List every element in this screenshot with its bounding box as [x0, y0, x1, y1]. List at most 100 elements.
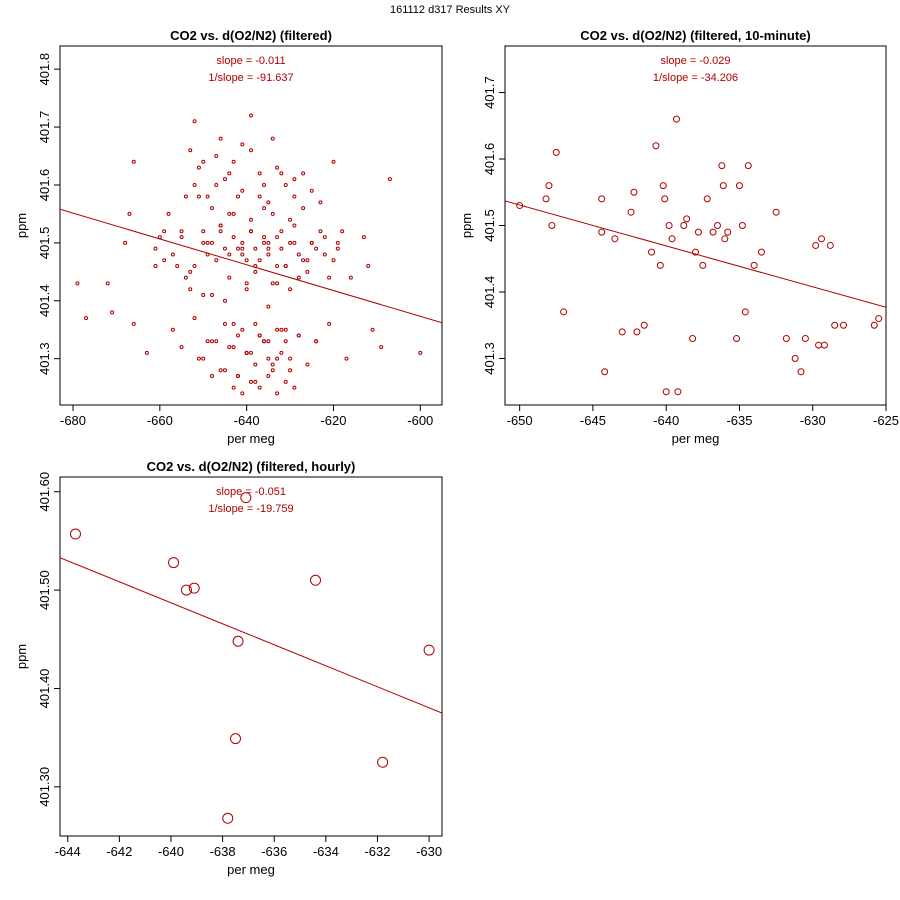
data-point [262, 182, 267, 187]
data-point [240, 188, 245, 193]
data-point [560, 308, 568, 316]
data-point [192, 182, 197, 187]
data-point [253, 379, 258, 384]
data-point [270, 362, 275, 367]
data-point [232, 635, 244, 647]
data-point [262, 206, 267, 211]
slope-annotation-filtered: slope = -0.011 [216, 55, 285, 67]
x-tick-label-filtered: -660 [147, 413, 173, 428]
data-point [257, 171, 262, 176]
data-point [331, 159, 336, 164]
data-point [244, 350, 249, 355]
data-point [680, 222, 688, 229]
data-point [240, 240, 245, 245]
y-tick-label-hourly: 401.30 [37, 767, 52, 807]
data-point [110, 310, 115, 315]
data-point [870, 321, 878, 329]
data-point [301, 206, 306, 211]
data-point [694, 228, 702, 236]
data-point [249, 379, 253, 384]
data-point [288, 240, 293, 245]
data-point [253, 246, 258, 251]
data-point [548, 222, 556, 229]
data-point [275, 235, 280, 240]
data-point [275, 264, 280, 269]
data-point [305, 362, 310, 367]
data-point [270, 136, 275, 141]
data-point [418, 350, 423, 355]
data-point [309, 240, 314, 245]
data-point [179, 235, 184, 240]
data-point [262, 240, 267, 245]
data-point [166, 211, 171, 216]
regression-line-hourly [60, 557, 442, 714]
data-point [266, 246, 271, 251]
data-point [703, 195, 711, 203]
data-point [123, 240, 128, 245]
data-point [292, 385, 297, 390]
data-point [301, 171, 306, 176]
x-tick-label-hourly: -636 [261, 844, 287, 859]
data-point [249, 148, 253, 153]
data-point [205, 194, 210, 199]
data-point [377, 756, 389, 768]
data-point [205, 240, 210, 245]
data-point [227, 345, 232, 350]
data-point [266, 252, 271, 257]
data-point [683, 215, 691, 223]
data-point [266, 200, 271, 205]
data-point [170, 252, 175, 257]
y-tick-label-ten-minute: 401.7 [482, 76, 497, 109]
x-tick-label-filtered: -680 [60, 413, 86, 428]
data-point [262, 339, 267, 344]
data-point [659, 182, 667, 190]
data-point [196, 165, 201, 170]
data-point [192, 316, 197, 321]
data-point [818, 235, 826, 243]
data-point [640, 321, 648, 329]
data-point [222, 177, 227, 182]
data-point [744, 162, 752, 170]
data-layer-filtered [60, 113, 442, 396]
data-point [227, 275, 232, 280]
data-point [292, 223, 297, 228]
data-point [318, 200, 323, 205]
data-point [231, 345, 236, 350]
data-point [288, 368, 293, 373]
data-point [782, 335, 790, 343]
data-point [662, 388, 670, 396]
data-point [296, 252, 301, 257]
data-point [244, 258, 249, 263]
x-tick-label-hourly: -638 [210, 844, 236, 859]
data-point [815, 341, 823, 349]
data-point [244, 281, 249, 286]
x-axis-label-filtered: per meg [227, 431, 275, 446]
plot-frame-filtered [59, 45, 443, 406]
data-point [275, 327, 280, 332]
data-point [750, 261, 758, 269]
data-point [601, 368, 609, 376]
data-point [240, 142, 245, 147]
data-point [240, 252, 245, 257]
data-point [222, 321, 227, 326]
data-point [826, 241, 834, 249]
data-layer-ten-minute [505, 115, 886, 396]
data-point [288, 287, 293, 292]
data-point [180, 584, 192, 596]
data-point [545, 182, 553, 190]
data-point [270, 368, 275, 373]
data-point [322, 235, 327, 240]
data-point [105, 281, 110, 286]
data-point [772, 208, 780, 216]
data-point [366, 264, 371, 269]
data-point [283, 264, 288, 269]
data-point [188, 582, 200, 594]
x-tick-label-filtered: -600 [407, 413, 433, 428]
data-point [288, 217, 293, 222]
data-point [144, 350, 149, 355]
page-title: 161112 d317 Results XY [389, 4, 511, 16]
regression-line-ten-minute [505, 200, 886, 308]
data-point [75, 281, 80, 286]
data-point [296, 275, 301, 280]
data-point [738, 222, 746, 229]
